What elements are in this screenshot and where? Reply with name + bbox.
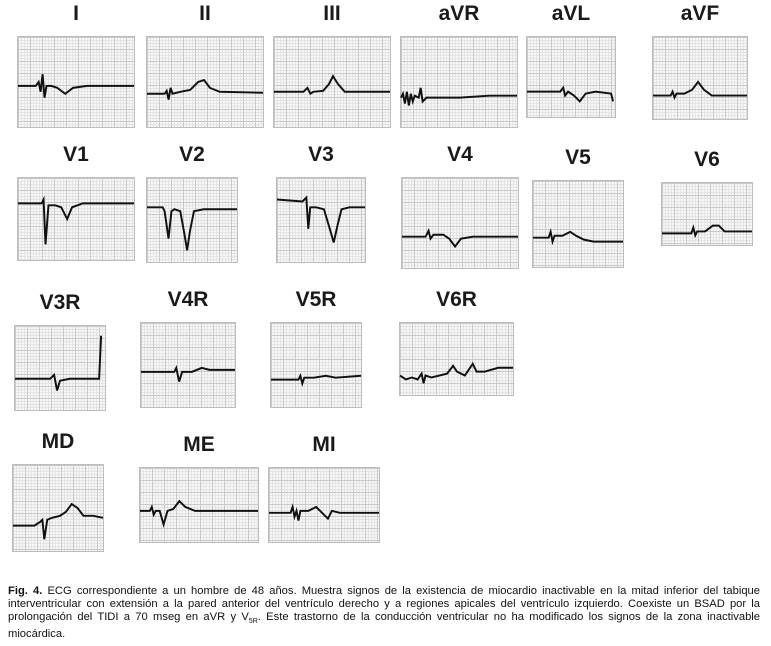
ecg-trace [653,80,747,101]
lead-label: V6 [694,148,720,171]
ecg-trace [141,365,235,382]
ecg-lead-V6R: V6R [399,288,514,396]
caption-text-2: . Este trastorno de la conducción ventri… [8,611,760,641]
ecg-trace [662,224,752,239]
ecg-trace [271,372,362,388]
figure-label: Fig. 4. [8,585,43,597]
ecg-trace [276,195,365,243]
ecg-strip [146,177,238,263]
lead-label: I [73,2,79,25]
ecg-strip [661,182,753,246]
caption-subscript: 5R [248,618,258,626]
ecg-lead-aVR: aVR [400,2,518,128]
lead-label: V5 [565,146,591,169]
lead-label: V4 [447,143,473,166]
ecg-trace [147,206,237,251]
ecg-strip [268,467,380,543]
ecg-strip [276,177,366,263]
ecg-strip [17,177,135,261]
ecg-strip [273,36,391,128]
ecg-strip [400,36,518,128]
ecg-trace [140,499,258,529]
figure-caption: Fig. 4. ECG correspondiente a un hombre … [8,585,760,641]
lead-label: MD [41,430,75,453]
ecg-lead-V3: V3 [276,143,366,263]
ecg-lead-V5: V5 [532,146,624,268]
lead-label: V5R [295,288,337,311]
ecg-trace [402,228,518,249]
lead-label: V3R [39,291,81,314]
lead-label: II [199,2,211,25]
ecg-strip [401,177,519,269]
ecg-lead-V2: V2 [146,143,238,263]
ecg-lead-V1: V1 [17,143,135,261]
caption-text-1: ECG correspondiente a un hombre de 48 añ… [8,585,760,623]
lead-label: V3 [308,143,334,166]
ecg-lead-ME: ME [139,433,259,543]
ecg-lead-V4: V4 [401,143,519,269]
lead-label: aVR [438,2,480,25]
ecg-trace [533,228,623,246]
ecg-lead-V5R: V5R [270,288,362,408]
ecg-strip [526,36,616,118]
ecg-lead-V4R: V4R [140,288,236,408]
ecg-strip [139,467,259,543]
ecg-trace [400,87,517,106]
ecg-lead-MI: MI [268,433,380,543]
ecg-trace [269,503,379,521]
ecg-strip [14,325,106,411]
lead-label: V2 [179,143,205,166]
lead-label: aVF [680,2,720,25]
ecg-trace [13,502,104,540]
ecg-strip [140,322,236,408]
ecg-strip [652,36,748,120]
ecg-strip [12,464,104,552]
ecg-trace [274,74,390,96]
ecg-trace [18,74,134,98]
lead-label: MI [312,433,336,456]
lead-label: III [323,2,341,25]
ecg-strip [399,322,514,396]
ecg-lead-I: I [17,2,135,128]
lead-label: V4R [167,288,209,311]
ecg-trace [147,78,264,100]
ecg-lead-III: III [273,2,391,128]
ecg-lead-II: II [146,2,264,128]
ecg-trace [18,195,134,245]
ecg-trace [527,85,614,103]
lead-label: aVL [551,2,591,25]
ecg-lead-aVL: aVL [526,2,616,118]
lead-label: V6R [436,288,477,311]
ecg-lead-V6: V6 [661,148,753,246]
ecg-strip [146,36,264,128]
lead-label: ME [183,433,215,456]
ecg-strip [270,322,362,408]
ecg-lead-MD: MD [12,430,104,552]
ecg-lead-aVF: aVF [652,2,748,120]
ecg-trace [399,361,513,384]
lead-label: V1 [63,143,89,166]
ecg-trace [15,335,103,391]
ecg-strip [17,36,135,128]
ecg-strip [532,180,624,268]
ecg-lead-V3R: V3R [14,291,106,411]
